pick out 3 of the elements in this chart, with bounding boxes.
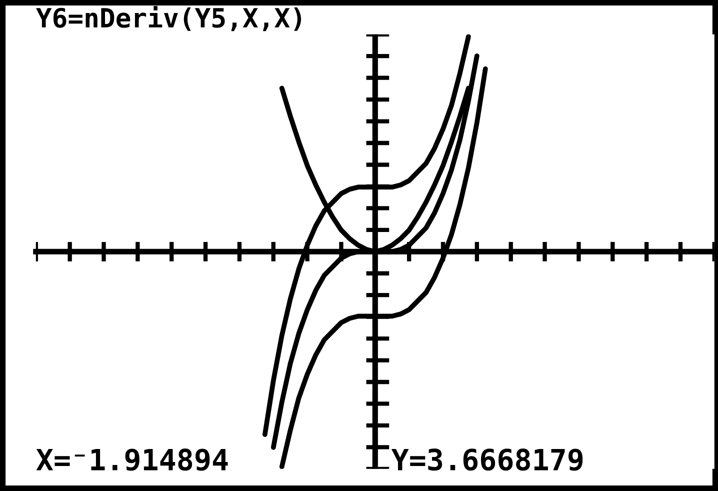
annotation: X=⁻1.914894 — [36, 448, 228, 471]
annotation: Y=3.6668179 — [391, 448, 583, 471]
chart-title: Y6=nDeriv(Y5,X,X) — [36, 6, 302, 32]
